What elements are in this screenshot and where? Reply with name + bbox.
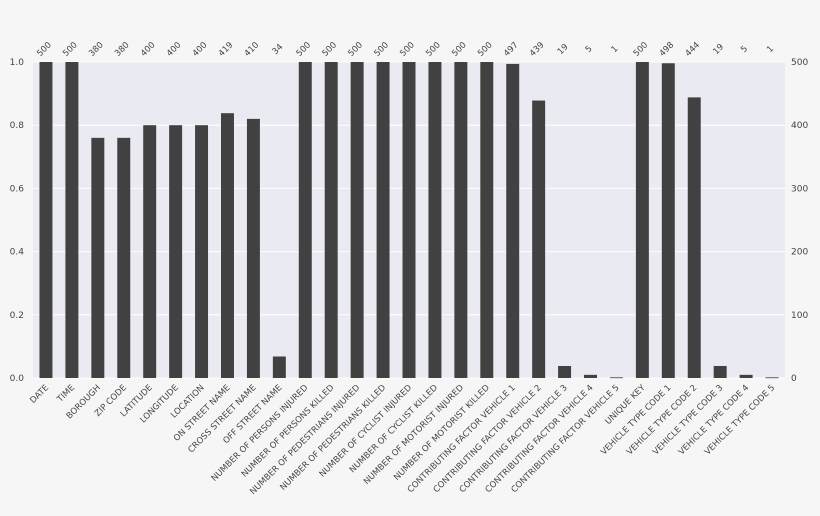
y-right-tick-label: 100 bbox=[791, 311, 808, 321]
count-label: 498 bbox=[658, 40, 677, 59]
bar bbox=[661, 63, 675, 378]
count-labels: 500 500 380 380 400 400 400 419 410 34 500 500 500 50… bbox=[35, 40, 776, 59]
y-right-tick-label: 0 bbox=[791, 374, 797, 384]
bar bbox=[195, 125, 209, 378]
bar bbox=[765, 377, 779, 379]
left-axis: 0.0 0.2 0.4 0.6 0.8 1.0 bbox=[10, 58, 25, 384]
count-label: 400 bbox=[139, 40, 158, 59]
y-tick-label: 0.8 bbox=[10, 121, 25, 131]
count-label: 500 bbox=[450, 40, 469, 59]
bar bbox=[480, 62, 494, 378]
bar bbox=[350, 62, 364, 378]
count-label: 500 bbox=[424, 40, 443, 59]
y-right-tick-label: 300 bbox=[791, 184, 808, 194]
y-tick-label: 0.0 bbox=[10, 374, 25, 384]
count-label: 500 bbox=[61, 40, 80, 59]
y-right-tick-label: 400 bbox=[791, 121, 808, 131]
category-label: DATE bbox=[28, 383, 51, 406]
count-label: 500 bbox=[398, 40, 417, 59]
count-label: 19 bbox=[711, 42, 726, 57]
y-right-tick-label: 500 bbox=[791, 58, 808, 68]
bar bbox=[65, 62, 79, 378]
bar bbox=[143, 125, 157, 378]
bar bbox=[39, 62, 53, 378]
count-label: 5 bbox=[739, 44, 750, 55]
bar bbox=[117, 137, 131, 378]
bars bbox=[39, 62, 779, 379]
bar bbox=[428, 62, 442, 378]
count-label: 400 bbox=[191, 40, 210, 59]
bar bbox=[169, 125, 183, 378]
count-label: 500 bbox=[35, 40, 54, 59]
count-label: 439 bbox=[528, 40, 547, 59]
bar bbox=[376, 62, 390, 378]
bar bbox=[687, 97, 701, 378]
bar bbox=[558, 365, 572, 378]
bar bbox=[298, 62, 312, 378]
bar bbox=[402, 62, 416, 378]
bar bbox=[272, 356, 286, 378]
count-label: 500 bbox=[476, 40, 495, 59]
bar bbox=[454, 62, 468, 378]
bar bbox=[246, 118, 260, 378]
count-label: 444 bbox=[684, 40, 703, 59]
y-tick-label: 0.6 bbox=[10, 184, 25, 194]
count-label: 400 bbox=[165, 40, 184, 59]
bar bbox=[91, 137, 105, 378]
count-label: 500 bbox=[346, 40, 365, 59]
bar bbox=[584, 374, 597, 378]
y-right-tick-label: 200 bbox=[791, 248, 808, 258]
count-label: 380 bbox=[87, 40, 106, 59]
bar bbox=[221, 113, 234, 378]
bar bbox=[739, 374, 753, 378]
count-label: 500 bbox=[632, 40, 651, 59]
count-label: 1 bbox=[610, 44, 621, 55]
y-tick-label: 1.0 bbox=[10, 58, 25, 68]
count-label: 419 bbox=[217, 40, 236, 59]
count-label: 34 bbox=[271, 42, 286, 57]
count-label: 410 bbox=[243, 40, 262, 59]
bar bbox=[532, 100, 546, 378]
bar bbox=[713, 365, 727, 378]
y-tick-label: 0.4 bbox=[10, 248, 25, 258]
count-label: 19 bbox=[556, 42, 571, 57]
count-label: 500 bbox=[295, 40, 314, 59]
category-label: TIME bbox=[55, 383, 77, 405]
bar bbox=[506, 63, 520, 379]
count-label: 1 bbox=[765, 44, 776, 55]
bar bbox=[609, 377, 623, 379]
bar bbox=[324, 62, 338, 378]
count-label: 5 bbox=[584, 44, 595, 55]
right-axis: 0 100 200 300 400 500 bbox=[791, 58, 808, 384]
y-tick-label: 0.2 bbox=[10, 311, 24, 321]
count-label: 380 bbox=[113, 40, 132, 59]
count-label: 500 bbox=[372, 40, 391, 59]
bar bbox=[635, 62, 649, 378]
count-label: 497 bbox=[502, 40, 521, 59]
count-label: 500 bbox=[321, 40, 340, 59]
